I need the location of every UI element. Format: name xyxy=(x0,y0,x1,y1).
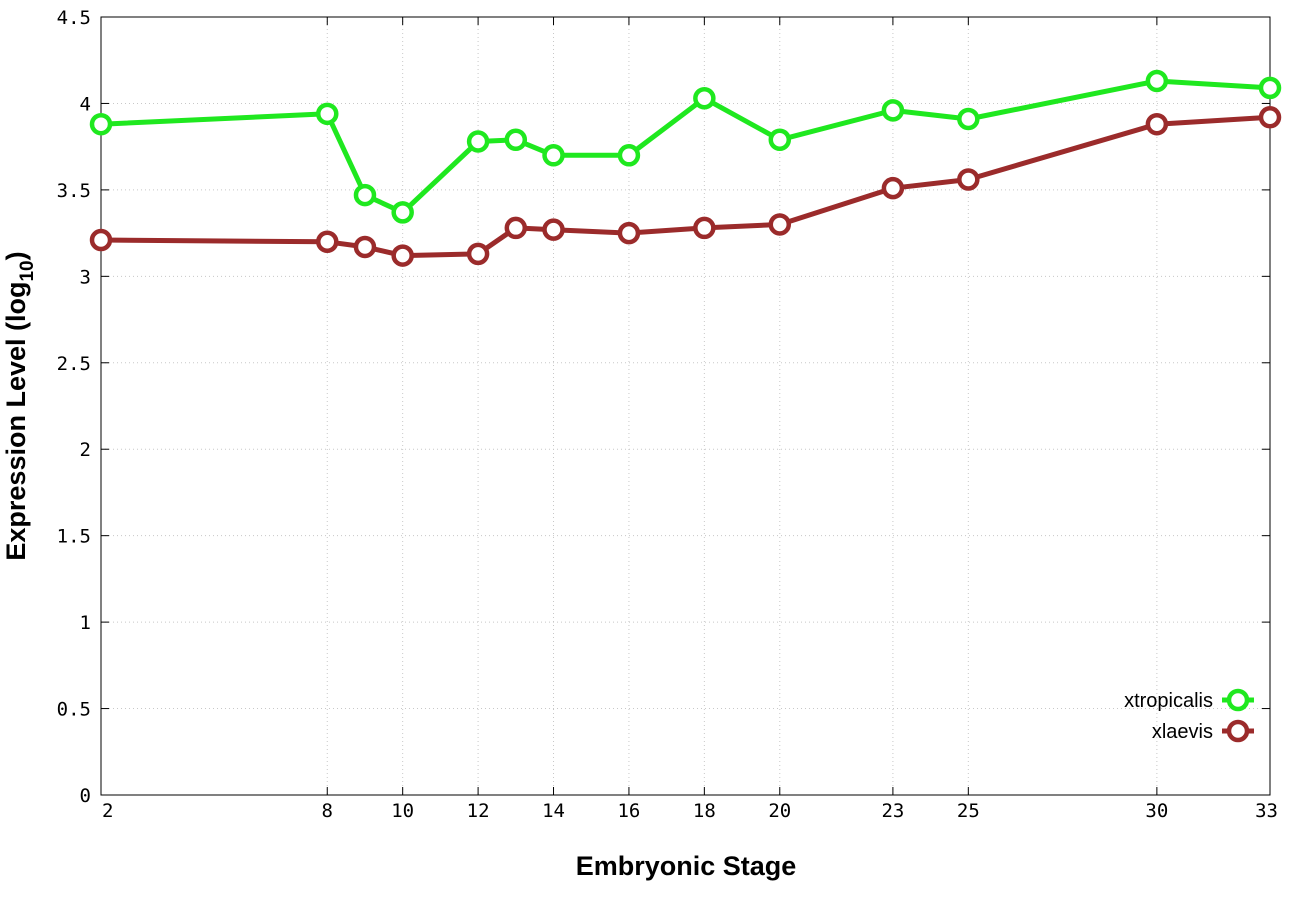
x-tick-label: 23 xyxy=(881,800,904,822)
series-line-xlaevis xyxy=(100,114,1271,259)
data-point-xtropicalis xyxy=(391,201,414,224)
legend-marker-xlaevis xyxy=(1226,719,1250,743)
x-tick-label: 20 xyxy=(768,800,791,822)
data-point-xlaevis xyxy=(353,235,377,259)
y-tick-label: 4 xyxy=(80,93,91,115)
data-point-xtropicalis xyxy=(353,183,377,207)
data-point-xlaevis xyxy=(504,216,528,240)
x-tick-label: 10 xyxy=(391,800,414,822)
data-point-xtropicalis xyxy=(768,128,792,152)
x-tick-label: 18 xyxy=(693,800,716,822)
y-tick-label: 0 xyxy=(80,785,91,807)
data-point-xlaevis xyxy=(89,228,113,252)
data-point-xlaevis xyxy=(542,218,565,241)
data-point-xlaevis xyxy=(466,242,490,266)
data-point-xlaevis xyxy=(957,168,980,191)
axis-ticks: 0 0.5 1 1.5 2 2.5 3 3.5 4 4.5 2 8 10 12 14 16 18 20 23 25 30… xyxy=(57,7,1278,822)
data-point-xlaevis xyxy=(768,213,792,236)
legend-label-xtropicalis: xtropicalis xyxy=(1124,690,1213,712)
x-tick-label: 8 xyxy=(322,800,333,822)
data-point-xtropicalis xyxy=(1258,76,1282,100)
data-point-xtropicalis xyxy=(1145,69,1169,93)
plot-area-border xyxy=(100,16,1271,796)
x-tick-label: 2 xyxy=(102,800,113,822)
y-tick-label: 4.5 xyxy=(57,7,91,29)
data-point-xtropicalis xyxy=(89,112,113,136)
y-tick-label: 3 xyxy=(80,266,91,288)
y-axis-title-suffix: ) xyxy=(1,251,31,260)
grid-lines xyxy=(101,17,1270,795)
x-tick-label: 16 xyxy=(617,800,640,822)
x-tick-label: 30 xyxy=(1145,800,1168,822)
x-tick-label: 33 xyxy=(1255,800,1278,822)
data-point-xlaevis xyxy=(316,230,339,254)
y-tick-label: 3.5 xyxy=(57,180,91,202)
x-axis-title: Embryonic Stage xyxy=(576,851,797,881)
data-point-xtropicalis xyxy=(504,128,528,152)
data-point-xlaevis xyxy=(881,176,905,200)
legend-label-xlaevis: xlaevis xyxy=(1152,721,1213,743)
data-point-xtropicalis xyxy=(881,99,905,122)
x-tick-label: 12 xyxy=(467,800,490,822)
y-axis-title: Expression Level (log10) xyxy=(1,251,38,560)
data-point-xtropicalis xyxy=(316,102,339,126)
legend-marker-xtropicalis xyxy=(1226,688,1250,712)
data-point-xlaevis xyxy=(391,244,414,267)
series-xtropicalis xyxy=(89,69,1282,224)
x-tick-label: 14 xyxy=(542,800,565,822)
data-point-xtropicalis xyxy=(957,107,980,131)
y-tick-label: 1.5 xyxy=(57,526,91,548)
data-point-xlaevis xyxy=(1145,112,1169,136)
series-xlaevis xyxy=(89,106,1282,267)
y-tick-label: 2 xyxy=(80,439,91,461)
data-point-xtropicalis xyxy=(693,87,716,110)
y-tick-label: 2.5 xyxy=(57,353,91,375)
data-point-xtropicalis xyxy=(542,144,565,167)
legend: xtropicalis xlaevis xyxy=(1124,688,1254,743)
data-point-xlaevis xyxy=(693,216,716,240)
x-tick-label: 25 xyxy=(957,800,980,822)
y-tick-label: 1 xyxy=(80,612,91,634)
data-point-xlaevis xyxy=(617,221,641,245)
y-axis-title-subscript: 10 xyxy=(17,260,38,281)
y-axis-title-main: Expression Level (log xyxy=(1,282,31,561)
y-tick-label: 0.5 xyxy=(57,699,91,721)
data-point-xtropicalis xyxy=(617,144,641,167)
data-point-xlaevis xyxy=(1258,106,1282,129)
data-point-xtropicalis xyxy=(466,130,490,153)
series-line-xtropicalis xyxy=(100,78,1271,215)
data-series xyxy=(89,69,1282,267)
